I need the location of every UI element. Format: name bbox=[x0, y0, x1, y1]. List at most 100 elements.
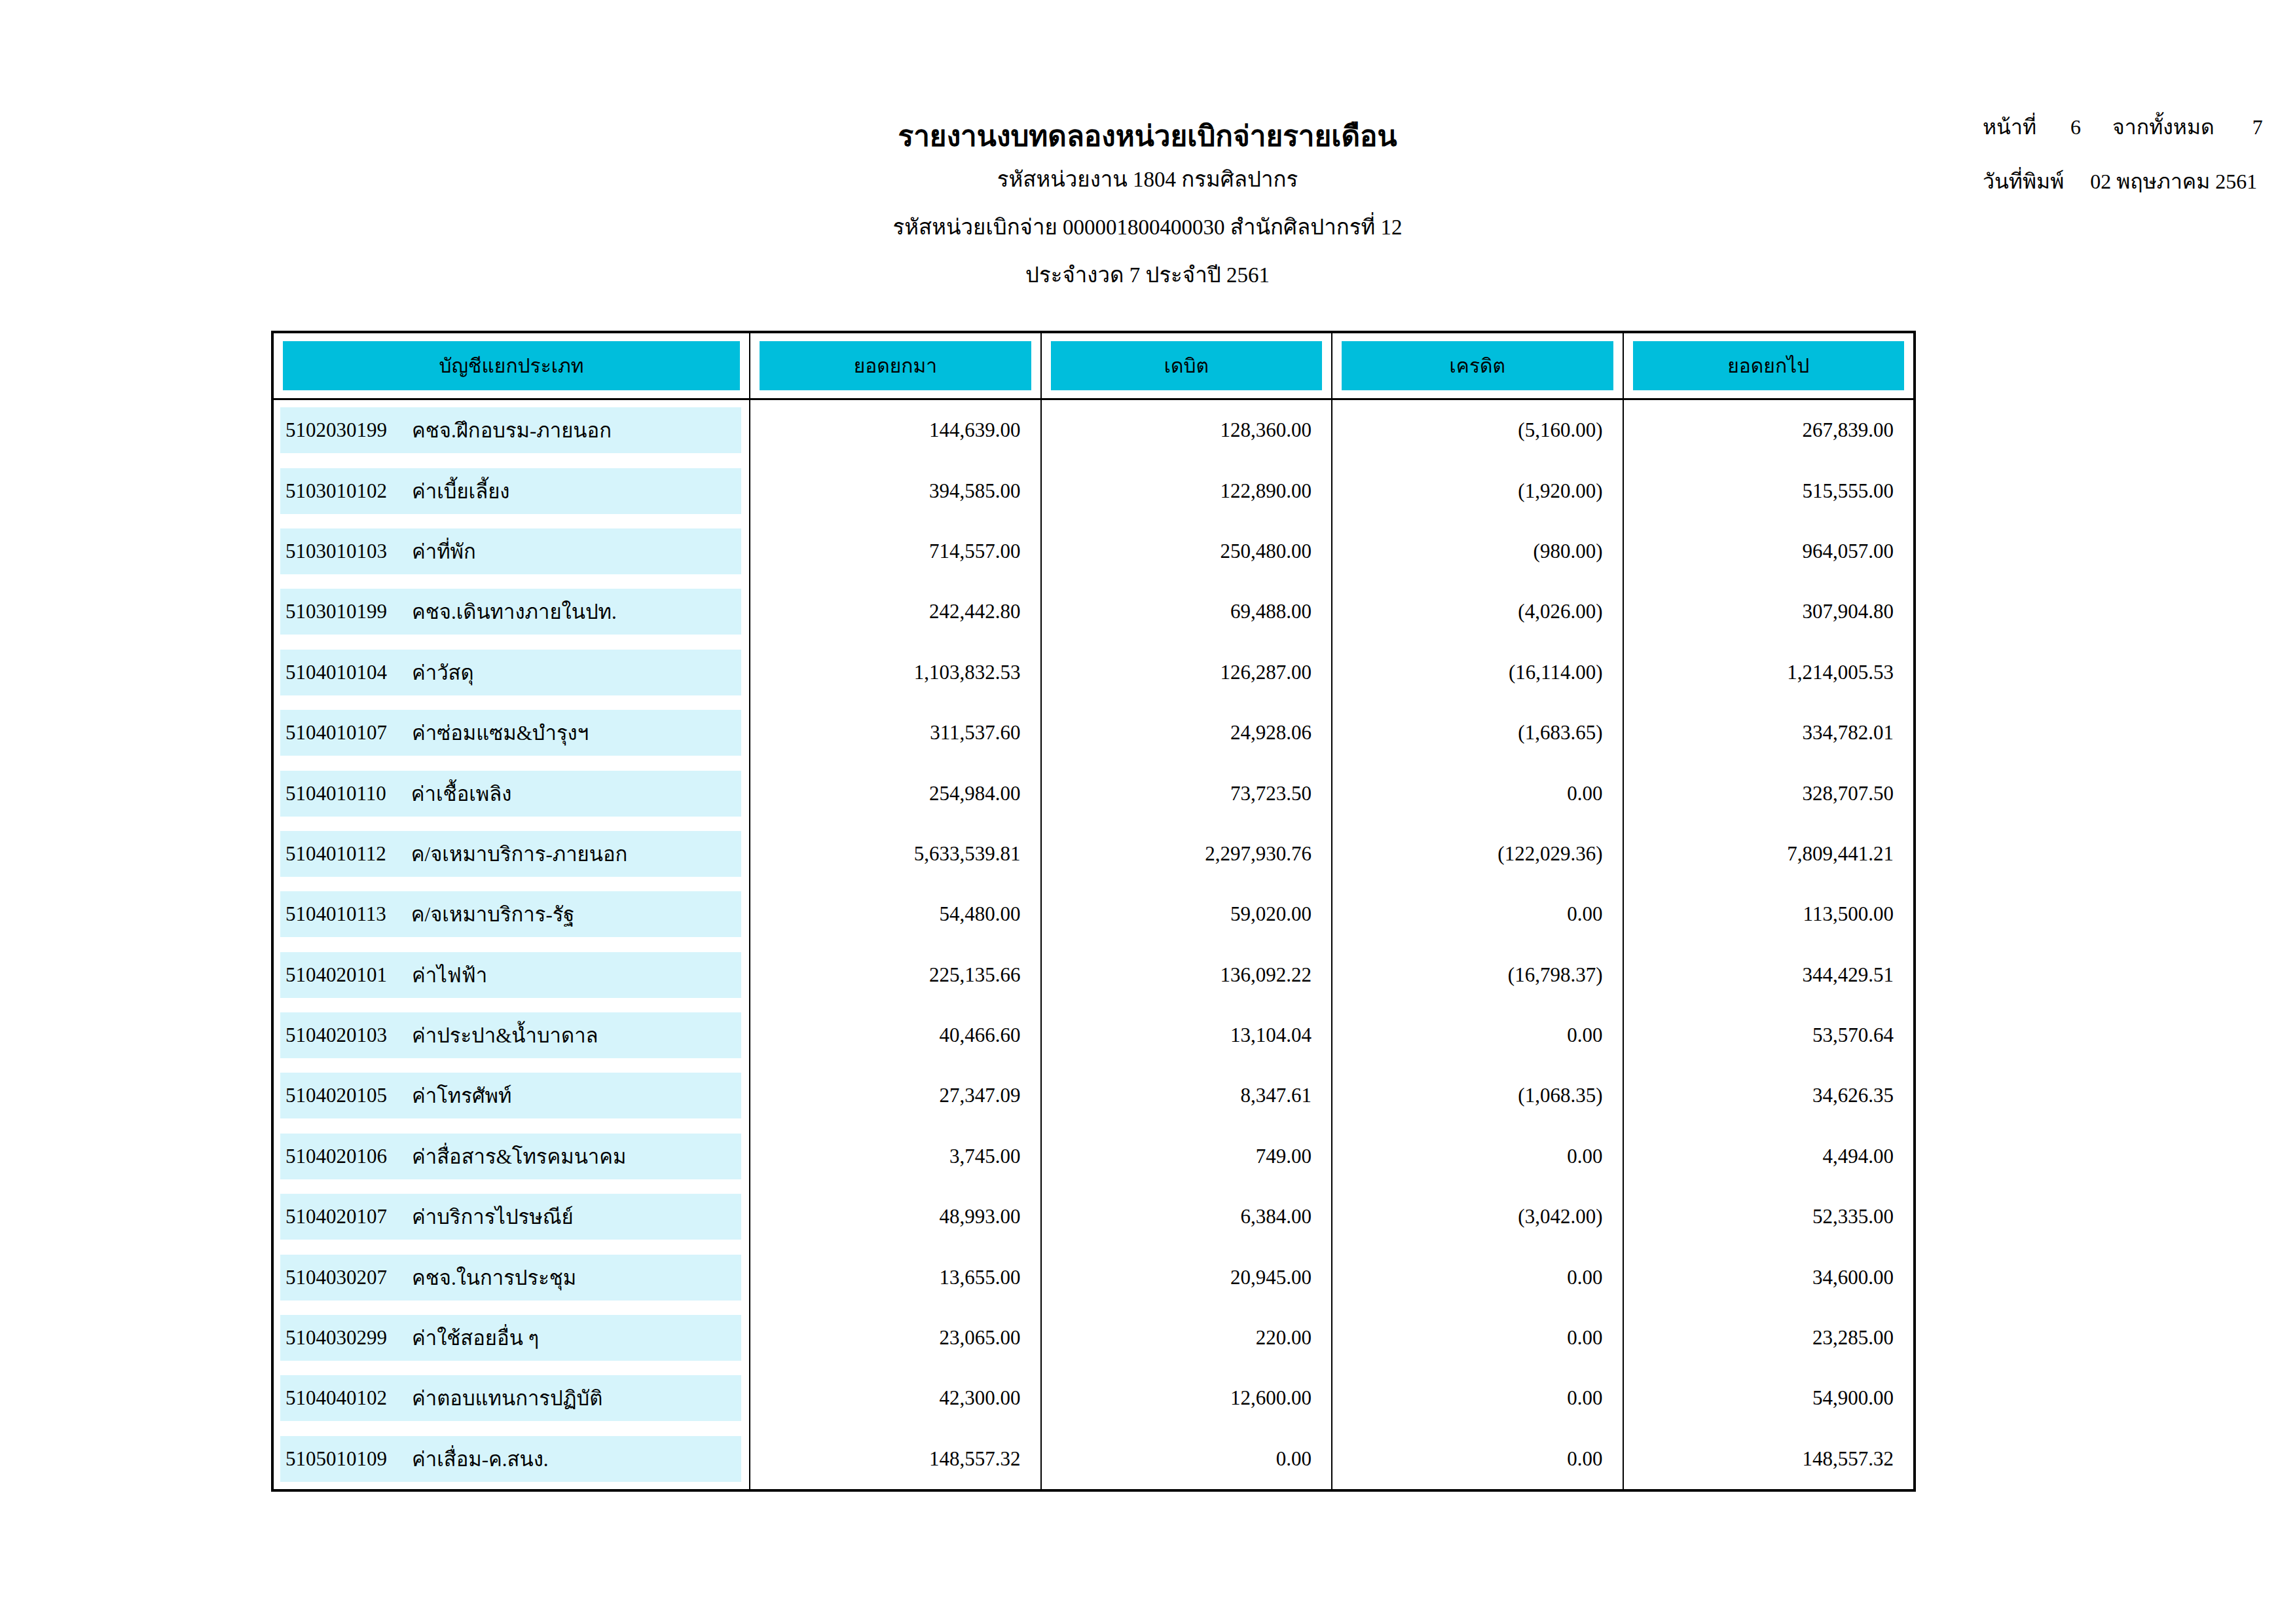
account-code: 5104020106 bbox=[280, 1145, 387, 1168]
table-row: 5104020101ค่าไฟฟ้า225,135.66136,092.22(1… bbox=[274, 945, 1913, 1005]
account-name: ค่าซ่อมแซม&บำรุงฯ bbox=[412, 716, 589, 749]
account-cell: 5104010110ค่าเชื้อเพลิง bbox=[274, 763, 749, 823]
amount-brought-forward: 13,655.00 bbox=[749, 1247, 1040, 1307]
amount-debit: 12,600.00 bbox=[1040, 1368, 1331, 1428]
account-name: ค่าไฟฟ้า bbox=[412, 959, 487, 991]
account-name: ค่าโทรศัพท์ bbox=[412, 1079, 511, 1112]
table-row: 5104040102 ค่าตอบแทนการปฏิบัติ 42,300.0012… bbox=[274, 1368, 1913, 1428]
table-row: 5104020106ค่าสื่อสาร&โทรคมนาคม3,745.0074… bbox=[274, 1126, 1913, 1187]
account-band: 5104020105 ค่าโทรศัพท์ bbox=[280, 1073, 741, 1118]
amount-brought-forward: 42,300.00 bbox=[749, 1368, 1040, 1428]
amount-credit: (980.00) bbox=[1331, 521, 1622, 581]
account-cell: 5104010113ค/จเหมาบริการ-รัฐ bbox=[274, 884, 749, 944]
table-row: 5104030299ค่าใช้สอยอื่น ๆ23,065.00220.00… bbox=[274, 1308, 1913, 1368]
table-header-row: บัญชีแยกประเภทยอดยกมาเดบิตเครดิตยอดยกไป bbox=[274, 333, 1913, 400]
amount-brought-forward: 254,984.00 bbox=[749, 763, 1040, 823]
report-page: { "header": { "title": "รายงานงบทดลองหน่… bbox=[0, 0, 2295, 1624]
amount-debit: 220.00 bbox=[1040, 1308, 1331, 1368]
amount-debit: 20,945.00 bbox=[1040, 1247, 1331, 1307]
table-row: 5104010112ค/จเหมาบริการ-ภายนอก5,633,539.… bbox=[274, 824, 1913, 884]
amount-credit: 0.00 bbox=[1331, 1247, 1622, 1307]
amount-brought-forward: 48,993.00 bbox=[749, 1187, 1040, 1247]
table-row: 5103010103 ค่าที่พัก 714,557.00250,480.00(… bbox=[274, 521, 1913, 581]
amount-credit: (16,114.00) bbox=[1331, 642, 1622, 703]
amount-carried-forward: 52,335.00 bbox=[1623, 1187, 1913, 1247]
amount-debit: 24,928.06 bbox=[1040, 703, 1331, 763]
amount-credit: 0.00 bbox=[1331, 763, 1622, 823]
amount-credit: (5,160.00) bbox=[1331, 400, 1622, 460]
account-cell: 5105010109 ค่าเสื่อม-ค.สนง. bbox=[274, 1429, 749, 1489]
account-band: 5104010104ค่าวัสดุ bbox=[280, 650, 741, 695]
account-band: 5104010107 ค่าซ่อมแซม&บำรุงฯ bbox=[280, 710, 741, 756]
amount-brought-forward: 23,065.00 bbox=[749, 1308, 1040, 1368]
account-name: ค่าเสื่อม-ค.สนง. bbox=[412, 1443, 549, 1475]
table-row: 5105010109ค่าเสื่อม-ค.สนง.148,557.320.00… bbox=[274, 1429, 1913, 1489]
amount-brought-forward: 27,347.09 bbox=[749, 1065, 1040, 1126]
amount-brought-forward: 54,480.00 bbox=[749, 884, 1040, 944]
account-cell: 5104030207คชจ.ในการประชุม bbox=[274, 1247, 749, 1307]
account-code: 5104020105 bbox=[280, 1084, 387, 1107]
account-code: 5104010112 bbox=[280, 842, 386, 866]
account-name: คชจ.ในการประชุม bbox=[412, 1261, 576, 1294]
amount-carried-forward: 334,782.01 bbox=[1623, 703, 1913, 763]
report-table: บัญชีแยกประเภทยอดยกมาเดบิตเครดิตยอดยกไป … bbox=[271, 331, 1916, 1492]
amount-brought-forward: 714,557.00 bbox=[749, 521, 1040, 581]
table-row: 5104020103ค่าประปา&น้ำบาดาล40,466.6013,1… bbox=[274, 1005, 1913, 1065]
header-cell-3: เครดิต bbox=[1331, 333, 1622, 398]
amount-credit: (16,798.37) bbox=[1331, 945, 1622, 1005]
amount-carried-forward: 307,904.80 bbox=[1623, 581, 1913, 642]
account-code: 5104010107 bbox=[280, 721, 387, 745]
amount-brought-forward: 144,639.00 bbox=[749, 400, 1040, 460]
amount-debit: 59,020.00 bbox=[1040, 884, 1331, 944]
amount-carried-forward: 344,429.51 bbox=[1623, 945, 1913, 1005]
header-chip: บัญชีแยกประเภท bbox=[283, 341, 740, 390]
amount-debit: 6,384.00 bbox=[1040, 1187, 1331, 1247]
account-name: ค่าวัสดุ bbox=[412, 656, 474, 689]
page-title: รายงานงบทดลองหน่วยเบิกจ่ายรายเดือน bbox=[0, 113, 2295, 158]
account-band: 5104030207คชจ.ในการประชุม bbox=[280, 1255, 741, 1301]
page-number: 6 bbox=[2070, 115, 2081, 139]
header-cell-2: เดบิต bbox=[1040, 333, 1331, 398]
amount-debit: 250,480.00 bbox=[1040, 521, 1331, 581]
amount-carried-forward: 267,839.00 bbox=[1623, 400, 1913, 460]
amount-carried-forward: 4,494.00 bbox=[1623, 1126, 1913, 1187]
account-cell: 5104040102 ค่าตอบแทนการปฏิบัติ bbox=[274, 1368, 749, 1428]
account-name: ค/จเหมาบริการ-รัฐ bbox=[411, 898, 575, 931]
amount-credit: 0.00 bbox=[1331, 1308, 1622, 1368]
amount-carried-forward: 148,557.32 bbox=[1623, 1429, 1913, 1489]
account-cell: 5104020107ค่าบริการไปรษณีย์ bbox=[274, 1187, 749, 1247]
account-cell: 5104010107 ค่าซ่อมแซม&บำรุงฯ bbox=[274, 703, 749, 763]
amount-credit: (1,920.00) bbox=[1331, 460, 1622, 521]
table-row: 5103010102ค่าเบี้ยเลี้ยง394,585.00122,89… bbox=[274, 460, 1913, 521]
table-row: 5104030207คชจ.ในการประชุม13,655.0020,945… bbox=[274, 1247, 1913, 1307]
amount-debit: 73,723.50 bbox=[1040, 763, 1331, 823]
account-code: 5103010103 bbox=[280, 540, 387, 563]
account-code: 5104020101 bbox=[280, 963, 387, 987]
amount-brought-forward: 148,557.32 bbox=[749, 1429, 1040, 1489]
amount-carried-forward: 23,285.00 bbox=[1623, 1308, 1913, 1368]
table-row: 5104020107ค่าบริการไปรษณีย์48,993.006,38… bbox=[274, 1187, 1913, 1247]
account-name: ค่าเชื้อเพลิง bbox=[411, 777, 512, 810]
amount-brought-forward: 242,442.80 bbox=[749, 581, 1040, 642]
account-code: 5105010109 bbox=[280, 1447, 387, 1471]
account-band: 5104010112ค/จเหมาบริการ-ภายนอก bbox=[280, 831, 741, 877]
account-name: คชจ.ฝึกอบรม-ภายนอก bbox=[412, 414, 612, 447]
amount-carried-forward: 515,555.00 bbox=[1623, 460, 1913, 521]
account-name: ค่าสื่อสาร&โทรคมนาคม bbox=[412, 1140, 626, 1173]
account-cell: 5104010112ค/จเหมาบริการ-ภายนอก bbox=[274, 824, 749, 884]
account-name: ค่าตอบแทนการปฏิบัติ bbox=[412, 1382, 602, 1414]
amount-carried-forward: 7,809,441.21 bbox=[1623, 824, 1913, 884]
account-code: 5104040102 bbox=[280, 1386, 387, 1410]
amount-carried-forward: 53,570.64 bbox=[1623, 1005, 1913, 1065]
table-body: 5102030199คชจ.ฝึกอบรม-ภายนอก144,639.0012… bbox=[274, 400, 1913, 1489]
amount-carried-forward: 34,626.35 bbox=[1623, 1065, 1913, 1126]
account-band: 5104020106 ค่าสื่อสาร&โทรคมนาคม bbox=[280, 1134, 741, 1179]
account-name: ค่าที่พัก bbox=[412, 535, 476, 568]
amount-debit: 13,104.04 bbox=[1040, 1005, 1331, 1065]
amount-brought-forward: 311,537.60 bbox=[749, 703, 1040, 763]
account-code: 5104030299 bbox=[280, 1326, 387, 1350]
amount-debit: 128,360.00 bbox=[1040, 400, 1331, 460]
account-band: 5102030199คชจ.ฝึกอบรม-ภายนอก bbox=[280, 407, 741, 453]
amount-credit: 0.00 bbox=[1331, 1005, 1622, 1065]
header-cell-1: ยอดยกมา bbox=[749, 333, 1040, 398]
